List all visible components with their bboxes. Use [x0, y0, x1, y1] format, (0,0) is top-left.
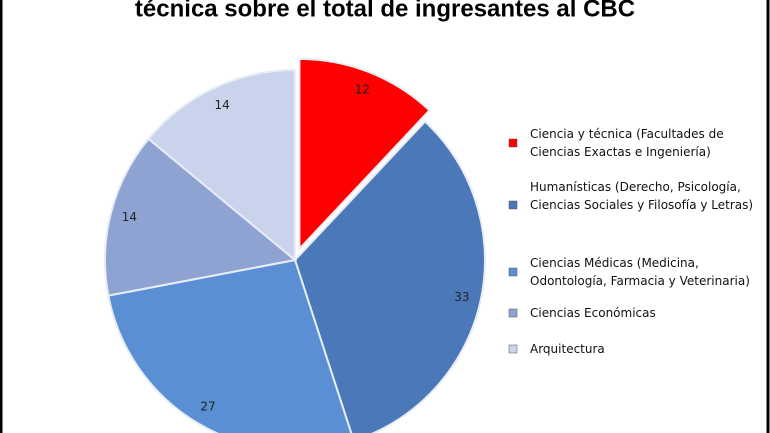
- legend-marker: [508, 138, 518, 148]
- pie-slice: [298, 57, 431, 252]
- pie-slice: [293, 120, 486, 433]
- pie-slice: [104, 137, 298, 297]
- legend-label: Humanísticas (Derecho, Psicología, Cienc…: [530, 180, 754, 212]
- chart-title: técnica sobre el total de ingresantes al…: [135, 0, 635, 22]
- legend-label: Ciencias Económicas: [530, 306, 656, 320]
- data-label: 33: [454, 290, 469, 304]
- data-label: 27: [200, 400, 215, 414]
- data-label: 12: [355, 82, 370, 96]
- data-label: 14: [122, 210, 137, 224]
- legend-marker: [508, 308, 518, 318]
- legend-label: Arquitectura: [530, 342, 605, 356]
- pie-slice: [147, 68, 296, 263]
- legend-marker: [508, 200, 518, 210]
- legend-label: Ciencia y técnica (Facultades de Ciencia…: [530, 127, 724, 159]
- legend-marker: [508, 344, 518, 354]
- legend-label: Ciencias Médicas (Medicina, Odontología,…: [530, 256, 750, 288]
- pie-slice: [107, 258, 353, 433]
- data-label: 14: [215, 98, 230, 112]
- legend-marker: [508, 267, 518, 277]
